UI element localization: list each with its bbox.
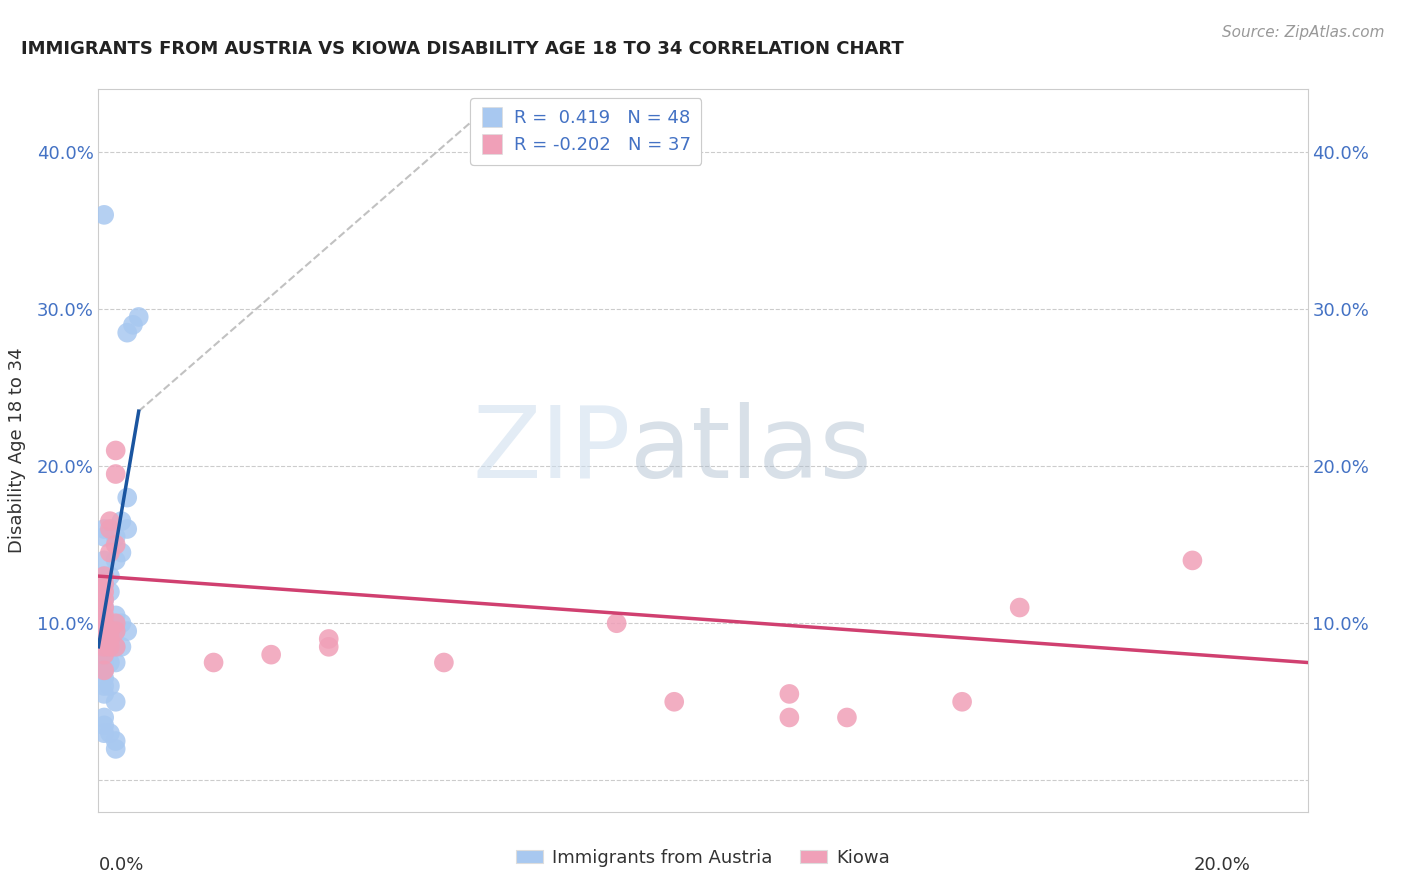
Point (115, 326, 138, 340)
Point (93, 664, 115, 678)
Point (606, 616, 628, 631)
Legend: R =  0.419   N = 48, R = -0.202   N = 37: R = 0.419 N = 48, R = -0.202 N = 37 (470, 98, 702, 165)
Point (835, 710, 858, 724)
Point (98, 569, 121, 583)
Point (115, 522, 138, 536)
Legend: Immigrants from Austria, Kiowa: Immigrants from Austria, Kiowa (509, 842, 897, 874)
Point (115, 624, 138, 639)
Point (93, 553, 115, 567)
Point (93, 726, 115, 740)
Point (950, 695, 973, 709)
Point (110, 616, 132, 631)
Point (93, 600, 115, 615)
Point (93, 608, 115, 623)
Point (104, 624, 127, 639)
Point (318, 640, 340, 654)
Point (93, 687, 115, 701)
Point (664, 695, 686, 709)
Point (110, 640, 132, 654)
Point (93, 592, 115, 607)
Point (93, 522, 115, 536)
Point (104, 695, 127, 709)
Point (93, 530, 115, 544)
Point (93, 664, 115, 678)
Point (110, 545, 132, 559)
Point (104, 553, 127, 567)
Point (1008, 600, 1031, 615)
Point (93, 624, 115, 639)
Point (115, 491, 138, 505)
Point (104, 538, 127, 552)
Point (93, 648, 115, 662)
Point (98, 616, 121, 631)
Point (104, 624, 127, 639)
Point (98, 632, 121, 646)
Point (98, 624, 121, 639)
Text: 0.0%: 0.0% (98, 855, 143, 873)
Point (98, 679, 121, 693)
Point (104, 640, 127, 654)
Point (93, 624, 115, 639)
Point (260, 648, 283, 662)
Point (98, 726, 121, 740)
Point (93, 616, 115, 631)
Point (93, 577, 115, 591)
Point (98, 640, 121, 654)
Point (93, 718, 115, 732)
Point (93, 671, 115, 685)
Point (93, 656, 115, 670)
Point (128, 310, 150, 324)
Point (93, 208, 115, 222)
Point (104, 734, 127, 748)
Point (93, 710, 115, 724)
Point (433, 656, 456, 670)
Point (93, 648, 115, 662)
Point (778, 710, 800, 724)
Point (93, 592, 115, 607)
Point (318, 632, 340, 646)
Point (93, 640, 115, 654)
Point (93, 569, 115, 583)
Point (104, 608, 127, 623)
Point (104, 443, 127, 458)
Point (98, 624, 121, 639)
Point (104, 656, 127, 670)
Point (104, 530, 127, 544)
Point (778, 687, 800, 701)
Text: ZIP: ZIP (472, 402, 630, 499)
Text: IMMIGRANTS FROM AUSTRIA VS KIOWA DISABILITY AGE 18 TO 34 CORRELATION CHART: IMMIGRANTS FROM AUSTRIA VS KIOWA DISABIL… (21, 40, 904, 58)
Text: atlas: atlas (630, 402, 872, 499)
Point (93, 569, 115, 583)
Point (93, 584, 115, 599)
Point (202, 656, 225, 670)
Text: 20.0%: 20.0% (1194, 855, 1250, 873)
Point (93, 600, 115, 615)
Point (93, 679, 115, 693)
Point (93, 616, 115, 631)
Y-axis label: Disability Age 18 to 34: Disability Age 18 to 34 (7, 348, 25, 553)
Point (1181, 553, 1204, 567)
Point (122, 318, 145, 332)
Point (104, 467, 127, 481)
Point (93, 632, 115, 646)
Point (93, 632, 115, 646)
Point (104, 616, 127, 631)
Text: Source: ZipAtlas.com: Source: ZipAtlas.com (1222, 25, 1385, 40)
Point (93, 577, 115, 591)
Point (98, 522, 121, 536)
Point (110, 514, 132, 528)
Point (104, 742, 127, 756)
Point (98, 514, 121, 528)
Point (93, 640, 115, 654)
Point (98, 656, 121, 670)
Point (98, 640, 121, 654)
Point (104, 640, 127, 654)
Point (98, 545, 121, 559)
Point (98, 584, 121, 599)
